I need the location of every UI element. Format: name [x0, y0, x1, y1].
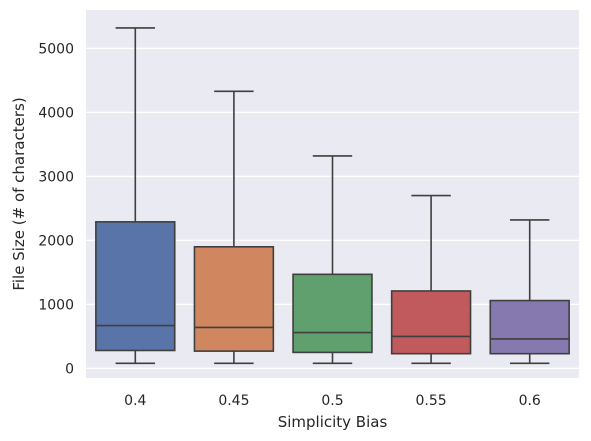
y-tick-label: 2000 [38, 233, 74, 249]
iqr-box [193, 246, 275, 352]
x-axis-label: Simplicity Bias [278, 413, 388, 431]
x-tick-label: 0.45 [218, 393, 249, 409]
x-tick-labels: 0.4 0.45 0.5 0.55 0.6 [124, 393, 541, 409]
box-0.4 [95, 27, 176, 365]
box-0.5 [292, 155, 373, 365]
x-tick-label: 0.5 [321, 393, 343, 409]
boxes [95, 27, 570, 365]
y-axis-label: File Size (# of characters) [10, 97, 28, 290]
y-tick-label: 4000 [38, 105, 74, 121]
iqr-box [95, 221, 176, 352]
box-0.6 [489, 219, 570, 365]
y-tick-label: 1000 [38, 297, 74, 313]
x-tick-label: 0.4 [124, 393, 146, 409]
y-tick-labels: 0 1000 2000 3000 4000 5000 [38, 41, 74, 377]
y-tick-label: 0 [65, 361, 74, 377]
x-tick-label: 0.55 [416, 393, 447, 409]
y-tick-label: 3000 [38, 169, 74, 185]
iqr-box [390, 290, 472, 355]
iqr-box [292, 273, 373, 354]
box-0.45 [193, 90, 275, 365]
iqr-box [489, 299, 570, 355]
y-tick-label: 5000 [38, 41, 74, 57]
x-tick-label: 0.6 [519, 393, 541, 409]
box-0.55 [390, 194, 472, 365]
